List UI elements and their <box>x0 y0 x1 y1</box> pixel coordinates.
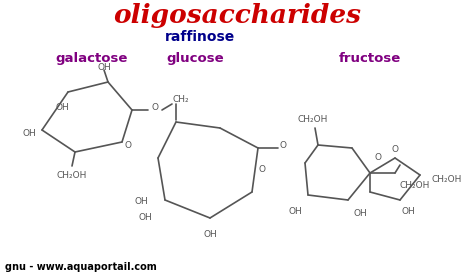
Text: CH₂: CH₂ <box>173 95 189 105</box>
Text: OH: OH <box>401 208 415 216</box>
Text: oligosaccharides: oligosaccharides <box>113 3 361 28</box>
Text: O: O <box>392 145 399 155</box>
Text: OH: OH <box>288 208 302 216</box>
Text: raffinose: raffinose <box>165 30 235 44</box>
Text: OH: OH <box>353 208 367 217</box>
Text: O: O <box>125 140 131 150</box>
Text: O: O <box>258 166 265 174</box>
Text: CH₂OH: CH₂OH <box>432 176 462 184</box>
Text: OH: OH <box>22 129 36 137</box>
Text: OH: OH <box>134 198 148 206</box>
Text: galactose: galactose <box>55 52 128 65</box>
Text: O: O <box>374 153 382 163</box>
Text: OH: OH <box>203 230 217 239</box>
Text: CH₂OH: CH₂OH <box>57 171 87 179</box>
Text: O: O <box>280 140 286 150</box>
Text: CH₂OH: CH₂OH <box>298 115 328 124</box>
Text: OH: OH <box>97 62 111 71</box>
Text: fructose: fructose <box>339 52 401 65</box>
Text: O: O <box>152 104 158 113</box>
Text: gnu - www.aquaportail.com: gnu - www.aquaportail.com <box>5 262 157 272</box>
Text: glucose: glucose <box>166 52 224 65</box>
Text: OH: OH <box>55 104 69 113</box>
Text: OH: OH <box>138 214 152 222</box>
Text: CH₂OH: CH₂OH <box>400 181 430 190</box>
